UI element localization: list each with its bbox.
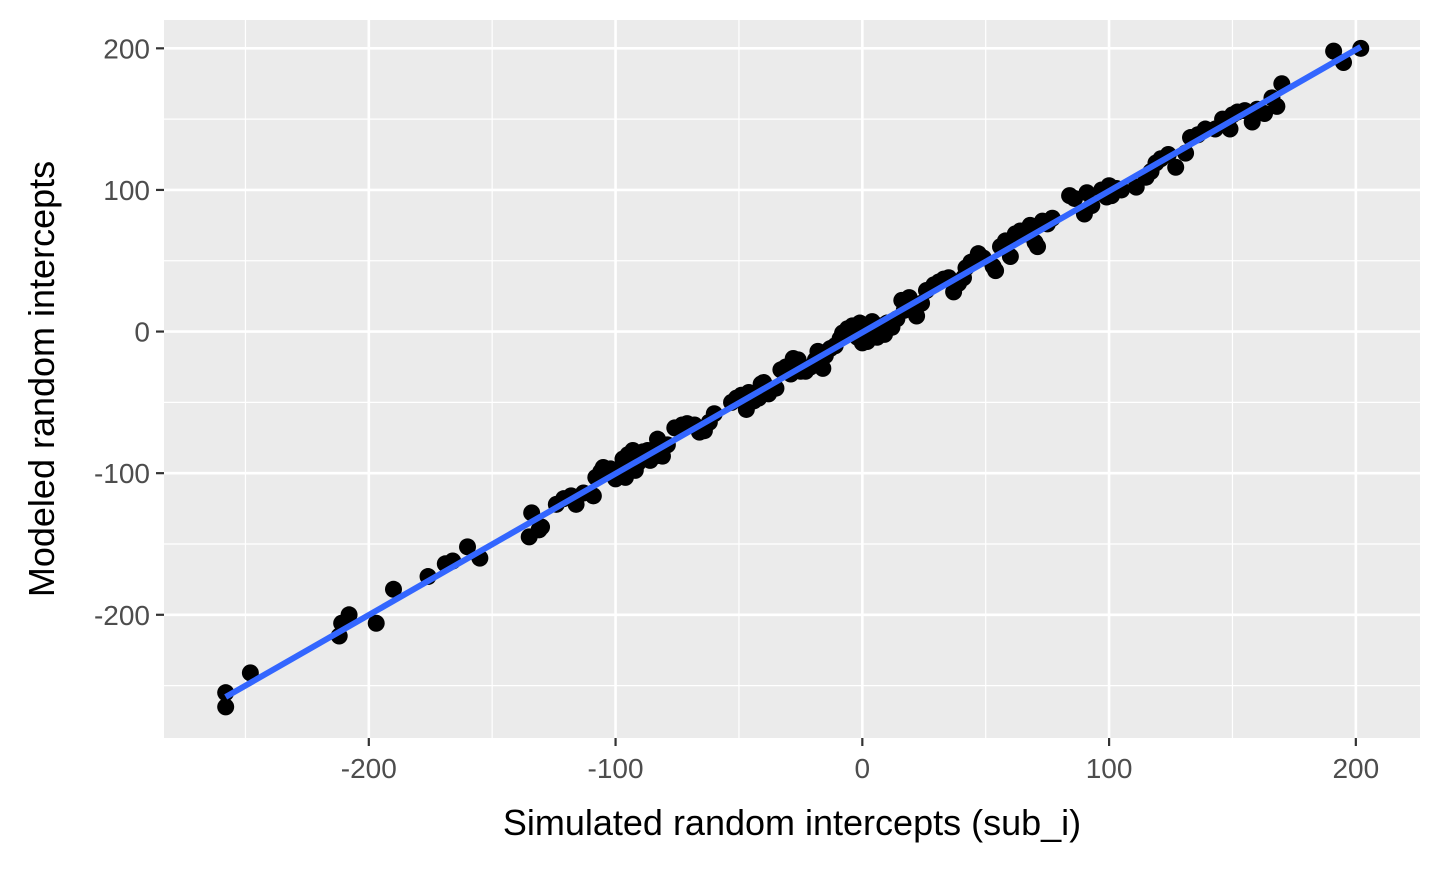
data-point: [217, 698, 235, 716]
x-axis-title: Simulated random intercepts (sub_i): [503, 802, 1081, 843]
minor-gridlines: [164, 20, 1420, 738]
x-tick-label: -200: [341, 753, 397, 784]
y-tick-label: 200: [103, 33, 150, 64]
x-tick-label: 100: [1086, 753, 1133, 784]
data-point: [814, 359, 832, 377]
data-point: [1243, 113, 1261, 131]
data-point: [384, 580, 402, 598]
x-tick-label: -100: [588, 753, 644, 784]
data-point: [1167, 158, 1185, 176]
data-point: [1325, 42, 1343, 60]
x-tick-label: 0: [855, 753, 871, 784]
y-tick-label: 0: [134, 317, 150, 348]
data-point: [1078, 184, 1096, 202]
data-point: [1256, 104, 1274, 122]
fit-line: [224, 44, 1363, 700]
data-point: [367, 614, 385, 632]
data-point: [987, 262, 1005, 280]
y-axis-title: Modeled random intercepts: [21, 161, 62, 597]
data-point: [533, 518, 551, 536]
x-tick-label: 200: [1332, 753, 1379, 784]
y-tick-label: -100: [94, 458, 150, 489]
data-point: [459, 538, 477, 556]
axes: -200 -100 0 100 200 -200 -100 0 100 200: [94, 33, 1379, 784]
y-tick-label: -200: [94, 600, 150, 631]
y-tick-label: 100: [103, 175, 150, 206]
data-point: [908, 307, 926, 325]
data-point: [1268, 97, 1286, 115]
fit-line-layer: [224, 44, 1363, 700]
data-point: [340, 606, 358, 624]
data-point: [1029, 238, 1047, 256]
